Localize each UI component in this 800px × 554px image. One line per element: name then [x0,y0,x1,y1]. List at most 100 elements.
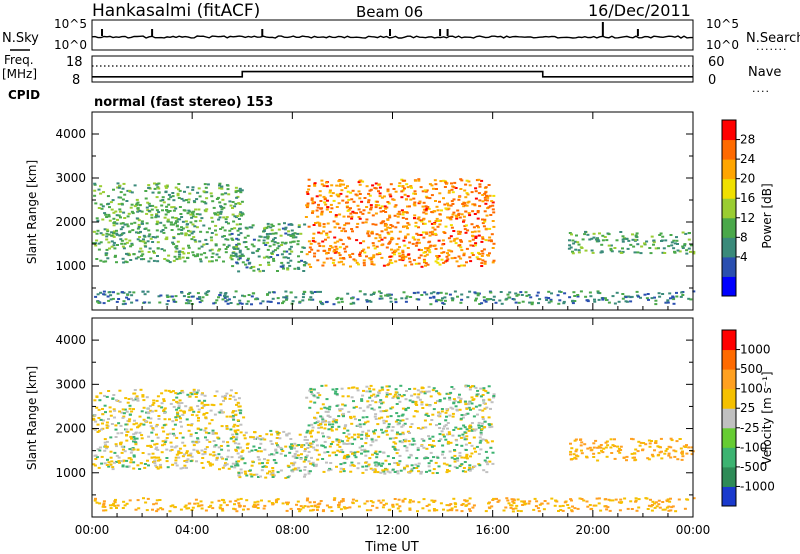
velocity-cell [97,466,101,469]
velocity-cell [360,398,364,401]
power-cell [332,220,336,223]
velocity-cell [132,408,135,411]
velocity-cell [328,445,332,448]
velocity-cell [644,443,648,446]
velocity-cell [115,460,118,463]
velocity-cell [416,510,419,513]
power-cell [193,225,197,228]
velocity-cell [101,422,104,425]
velocity-cell [369,467,373,470]
power-cell [195,198,199,201]
power-cell [630,295,634,298]
power-cell [362,209,366,212]
power-cell [193,239,197,242]
power-cell [304,262,308,265]
power-cell [185,226,189,229]
power-cell [428,197,432,200]
velocity-cell [157,456,161,459]
power-cell [463,228,467,231]
power-cell [96,219,100,222]
power-cell [500,302,504,305]
power-cell [452,239,456,242]
power-cell [464,224,468,227]
power-cell [313,252,317,255]
power-cell [119,196,123,199]
power-cell [256,249,260,252]
power-cell [147,186,151,189]
velocity-cell [350,396,354,399]
velocity-cell [622,456,626,459]
velocity-cell [181,455,185,458]
power-cell [372,254,376,257]
velocity-cell [276,437,280,439]
velocity-cell [271,467,275,469]
power-cell [371,242,375,245]
velocity-cell [308,501,312,504]
power-cell [347,215,350,218]
power-cell [621,293,625,295]
velocity-cell [177,405,181,408]
power-cell [439,180,443,183]
power-cell [205,243,209,245]
velocity-cell [405,449,409,452]
power-cell [437,239,441,242]
velocity-cell [492,497,496,500]
velocity-cell [316,503,320,506]
power-cell [92,230,96,233]
velocity-cell [657,499,661,502]
power-cell [171,216,175,219]
velocity-cell [470,452,474,455]
velocity-cell [265,462,269,464]
velocity-cell [395,403,399,405]
velocity-cell [460,463,464,466]
power-cell [322,184,326,187]
velocity-cell [439,502,443,505]
velocity-cell [619,445,623,448]
velocity-cell [625,459,628,462]
velocity-cell [271,472,275,475]
power-cell [108,219,112,222]
velocity-cell [683,507,687,510]
power-cell [218,187,222,190]
velocity-cell [471,407,475,410]
velocity-cell [475,395,479,398]
power-plot-frame [91,111,694,311]
velocity-cell [303,435,307,438]
power-cell [181,247,185,250]
power-cell [104,254,108,257]
velocity-cell [303,448,307,451]
velocity-cell [415,410,419,413]
velocity-cell [155,499,159,502]
power-cell [422,218,426,221]
power-cell [115,232,119,235]
power-cell [162,201,166,204]
power-cell [194,215,198,218]
power-cell [588,291,592,294]
power-cell [279,234,283,237]
velocity-cell [259,475,262,478]
velocity-cell [247,450,251,453]
velocity-cell [597,452,601,455]
power-cell [129,206,133,209]
velocity-colorbar-tick: 25 [740,401,755,415]
velocity-cell [112,502,116,505]
power-cell [384,207,388,210]
velocity-cell [326,451,330,453]
power-cell [147,260,151,263]
nave-dots: .... [752,82,770,95]
power-cell [378,252,382,255]
power-cell [592,232,596,235]
power-cell [257,268,260,271]
velocity-cell [222,440,225,443]
velocity-cell [114,443,118,446]
power-cell [131,212,135,215]
velocity-cell [649,498,652,501]
power-cell [245,302,249,305]
velocity-cell [596,459,600,462]
power-cell [111,199,115,202]
power-cell [186,299,190,302]
power-cell [506,293,510,296]
velocity-cell [352,400,355,403]
power-cell [203,201,207,204]
velocity-cell [427,509,431,512]
